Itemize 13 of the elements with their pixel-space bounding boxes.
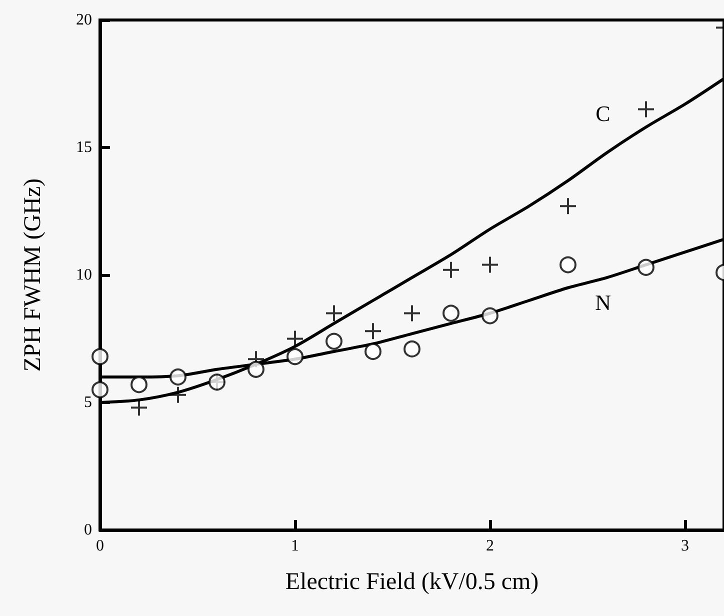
x-axis-title: Electric Field (kV/0.5 cm)	[285, 569, 539, 595]
y-tick-label: 20	[76, 12, 92, 28]
series-label: N	[595, 290, 612, 316]
y-tick-label: 0	[84, 522, 92, 538]
y-tick-label: 15	[76, 139, 92, 156]
x-tick-label: 0	[96, 538, 104, 554]
series-label: C	[596, 101, 610, 126]
x-tick-label: 3	[681, 538, 689, 554]
y-tick-label: 10	[76, 266, 92, 284]
y-tick-label: 5	[84, 394, 92, 411]
x-tick-label: 1	[291, 538, 299, 554]
x-tick-label: 2	[486, 538, 494, 554]
y-axis-title: ZPH FWHM (GHz)	[20, 178, 46, 372]
